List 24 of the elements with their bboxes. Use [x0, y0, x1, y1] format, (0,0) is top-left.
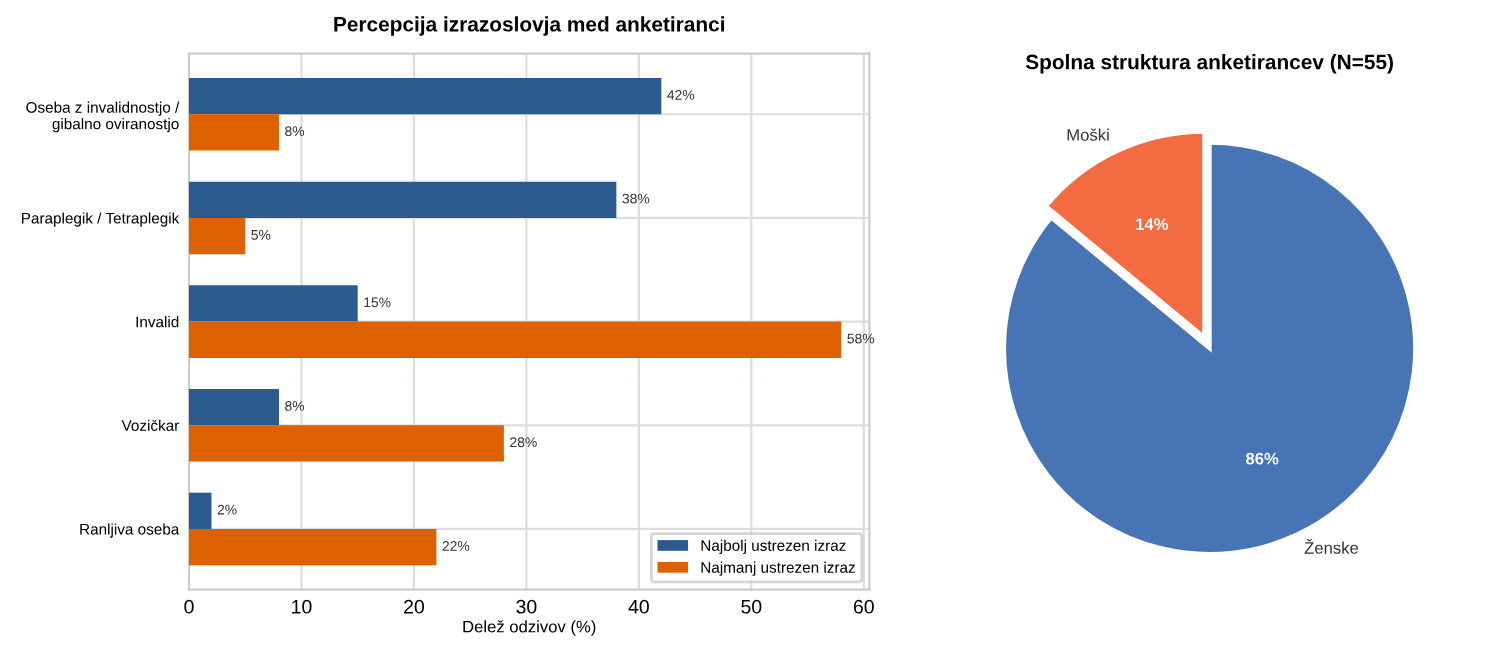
bar [189, 181, 617, 218]
bar [189, 285, 358, 322]
chart-title: Spolna struktura anketirancev (N=55) [1025, 54, 1393, 74]
chart-title: Percepcija izrazoslovja med anketiranci [334, 16, 725, 36]
bar [189, 77, 662, 115]
x-tick-label: 20 [404, 599, 424, 614]
data-label: 86% [1245, 452, 1279, 465]
bar [189, 425, 504, 462]
bar [189, 528, 437, 566]
x-tick-label: 0 [184, 599, 194, 614]
data-label: 14% [1136, 218, 1169, 231]
slice-label: Moški [1067, 128, 1109, 141]
x-tick-label: 30 [516, 599, 537, 614]
bar [189, 321, 842, 358]
x-tick-label: 60 [853, 599, 874, 614]
x-tick-label: 50 [741, 599, 762, 614]
x-tick-label: 10 [292, 599, 312, 614]
bar [189, 217, 246, 255]
x-axis-title: Delež odzivov (%) [463, 620, 596, 636]
slice-label: Ženske [1304, 539, 1359, 554]
bar [189, 388, 279, 426]
bar [189, 114, 279, 151]
x-tick-label: 40 [628, 599, 649, 614]
bar [189, 492, 212, 529]
